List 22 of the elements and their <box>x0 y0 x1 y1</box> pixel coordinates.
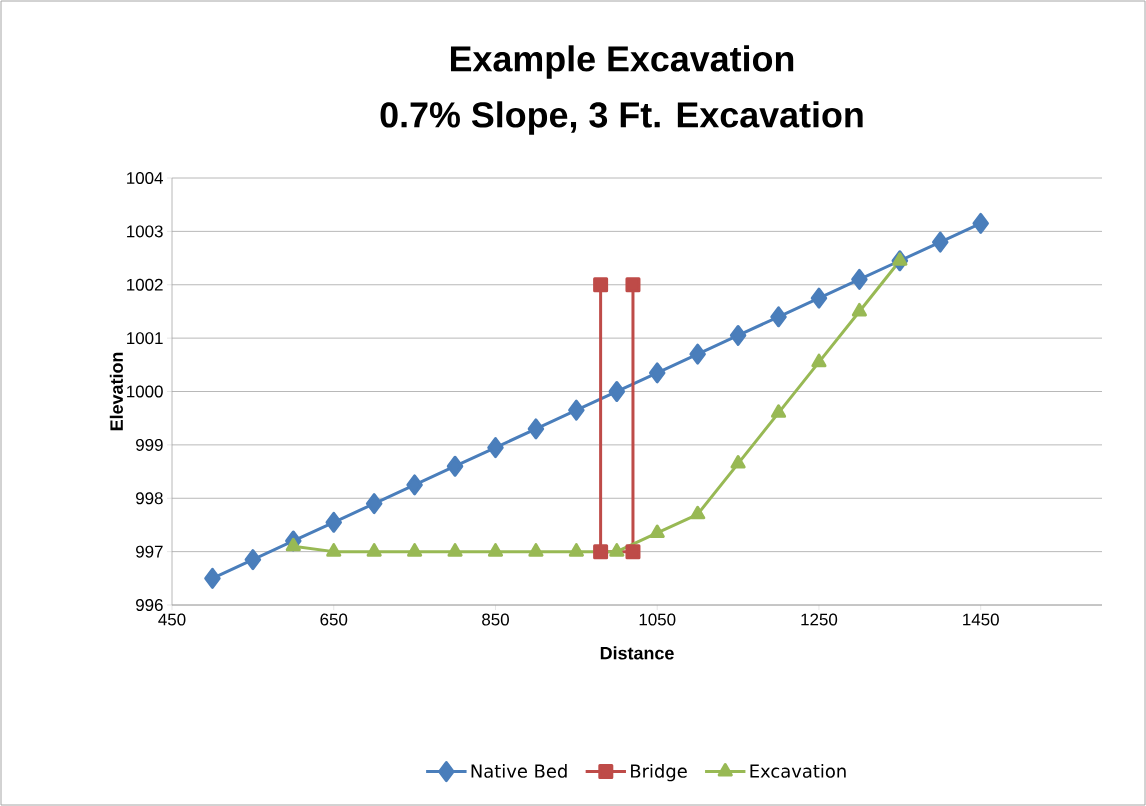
y-tick-label: 999 <box>136 438 163 451</box>
x-tick-label: 450 <box>158 613 186 626</box>
y-tick-label: 997 <box>136 545 163 558</box>
y-tick-label: 1001 <box>127 332 163 345</box>
y-axis-title: Elevation <box>109 352 123 431</box>
x-tick-label: 1050 <box>639 613 676 626</box>
y-tick-label: 998 <box>136 492 163 505</box>
chart-subtitle: 0.7% Slope, 3 Ft. Excavation <box>380 101 863 135</box>
y-tick-label: 996 <box>136 599 163 612</box>
y-tick-label: 1003 <box>127 225 163 238</box>
x-axis-title: Distance <box>600 646 674 660</box>
chart-title: Example Excavation <box>450 45 794 79</box>
x-tick-label: 1450 <box>963 613 999 626</box>
y-tick-label: 1004 <box>127 172 163 185</box>
x-tick-label: 650 <box>320 613 348 626</box>
y-tick-label: 1000 <box>127 385 163 398</box>
x-tick-label: 850 <box>482 613 509 626</box>
legend-label: Native Bed <box>471 763 567 778</box>
legend-label: Excavation <box>750 763 846 778</box>
y-tick-label: 1002 <box>127 278 163 291</box>
legend-label: Bridge <box>631 763 687 782</box>
x-tick-label: 1250 <box>801 613 838 626</box>
